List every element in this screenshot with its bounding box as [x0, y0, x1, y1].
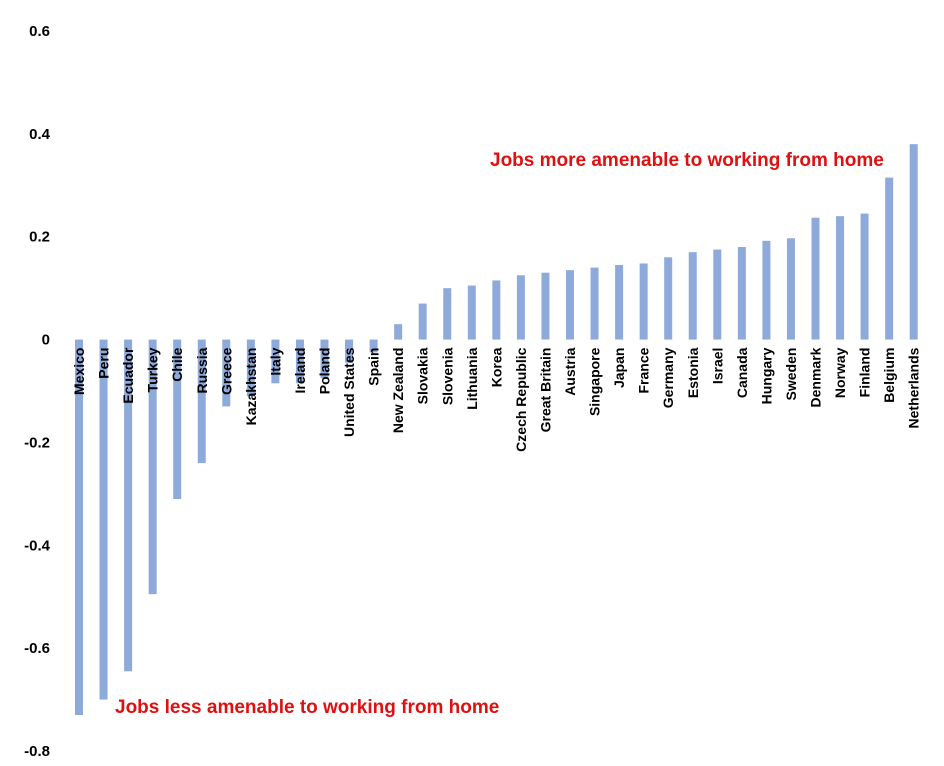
category-label: Mexico	[71, 348, 87, 395]
category-label: Spain	[366, 348, 382, 386]
category-label: Greece	[218, 347, 234, 395]
y-tick-label: -0.6	[24, 640, 50, 657]
category-label: Ecuador	[120, 347, 136, 404]
bar-poland	[320, 339, 329, 379]
bar-sweden	[786, 238, 795, 340]
bar-new-zealand	[394, 324, 403, 340]
y-axis-tick-labels: 0.6 0.4 0.2 0 -0.2 -0.4 -0.6 -0.8	[24, 23, 51, 760]
bar-lithuania	[467, 285, 476, 340]
category-label: Finland	[857, 348, 873, 398]
category-label: France	[636, 347, 652, 393]
category-label: Poland	[317, 348, 333, 395]
bar-kazakhstan	[246, 339, 255, 397]
category-labels: Mexico Peru Ecuador Turkey Chile Russia Greece…	[71, 347, 922, 452]
bar-ecuador	[124, 339, 133, 672]
annotation-more-amenable: Jobs more amenable to working from home	[490, 150, 884, 171]
category-label: Slovenia	[439, 347, 455, 405]
category-label: Ireland	[292, 348, 308, 394]
bar-slovenia	[443, 288, 452, 340]
bar-norway	[836, 216, 845, 340]
category-label: Hungary	[758, 347, 774, 404]
bar-slovakia	[418, 303, 427, 340]
bar-turkey	[148, 339, 157, 595]
category-label: Belgium	[881, 348, 897, 403]
category-label: Czech Republic	[513, 347, 529, 451]
bar-singapore	[590, 267, 599, 340]
bar-germany	[664, 257, 673, 340]
category-label: Canada	[734, 347, 750, 398]
bar-ireland	[295, 339, 304, 384]
bar-chile	[173, 339, 182, 499]
y-tick-label: -0.4	[24, 537, 51, 554]
category-label: Slovakia	[415, 347, 431, 404]
y-tick-label: -0.8	[24, 743, 50, 760]
category-label: Peru	[96, 348, 112, 379]
category-label: Russia	[194, 347, 210, 393]
bar-austria	[566, 270, 574, 340]
category-label: Korea	[488, 347, 504, 387]
bar-denmark	[811, 217, 820, 340]
bar-finland	[860, 213, 869, 340]
category-label: Estonia	[685, 347, 701, 398]
bar-israel	[713, 249, 722, 340]
category-label: Great Britain	[537, 348, 553, 433]
bar-russia	[197, 339, 206, 463]
bar-united-states	[345, 339, 354, 363]
category-label: Singapore	[587, 347, 603, 416]
category-label: Austria	[562, 347, 578, 395]
category-label: Netherlands	[906, 347, 922, 428]
bar-france	[639, 263, 648, 340]
bar-canada	[737, 247, 746, 340]
y-tick-label: 0.6	[29, 23, 50, 40]
y-tick-label: 0	[42, 332, 50, 349]
y-tick-label: 0.2	[29, 229, 50, 246]
category-label: New Zealand	[390, 348, 406, 434]
bars	[75, 144, 918, 715]
category-label: Lithuania	[464, 347, 480, 409]
category-label: Sweden	[783, 348, 799, 401]
annotation-less-amenable: Jobs less amenable to working from home	[115, 697, 499, 718]
category-label: Chile	[169, 347, 185, 381]
y-tick-label: -0.2	[24, 434, 50, 451]
category-label: Turkey	[145, 347, 161, 392]
bar-great-britain	[541, 272, 550, 340]
category-label: Italy	[267, 347, 283, 375]
y-tick-label: 0.4	[29, 126, 51, 143]
category-label: United States	[341, 347, 357, 437]
bar-spain	[369, 339, 378, 353]
bar-japan	[615, 265, 624, 340]
bar-peru	[99, 339, 108, 700]
bar-korea	[492, 280, 501, 340]
bar-italy	[271, 339, 280, 384]
bar-belgium	[885, 177, 894, 340]
bar-greece	[222, 339, 231, 407]
bar-netherlands	[909, 144, 918, 340]
bar-estonia	[688, 252, 697, 340]
category-label: Denmark	[808, 347, 824, 407]
category-label: Norway	[832, 347, 848, 398]
bar-czech-republic	[516, 275, 525, 340]
category-label: Germany	[660, 347, 676, 408]
bar-hungary	[762, 240, 771, 340]
category-label: Kazakhstan	[243, 348, 259, 426]
category-label: Japan	[611, 348, 627, 388]
bar-mexico	[75, 339, 83, 715]
category-label: Israel	[709, 348, 725, 385]
